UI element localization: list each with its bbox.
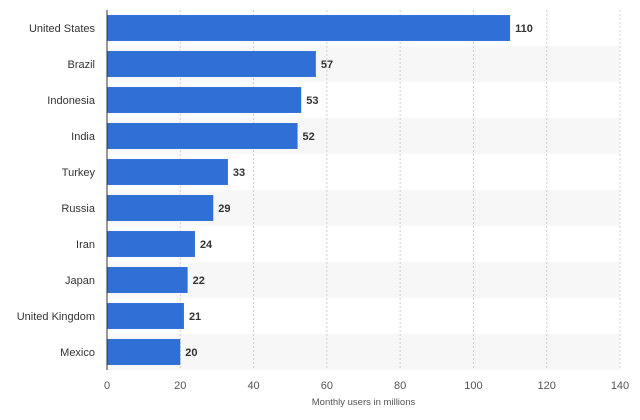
row-band — [107, 262, 620, 298]
x-tick-label: 0 — [104, 380, 110, 392]
category-label: Iran — [76, 239, 95, 251]
bar — [107, 267, 188, 293]
x-tick-label: 40 — [247, 380, 259, 392]
bar — [107, 339, 181, 365]
value-labels: 110 57 53 52 33 29 24 22 21 20 — [185, 23, 533, 359]
data-label: 24 — [200, 239, 213, 251]
category-labels: United States Brazil Indonesia India Turkey R… — [17, 23, 96, 359]
bar — [107, 159, 228, 185]
bar — [107, 123, 298, 149]
category-label: Brazil — [67, 59, 95, 71]
data-label: 21 — [189, 311, 201, 323]
x-axis-title: Monthly users in millions — [312, 397, 416, 408]
data-label: 20 — [185, 347, 197, 359]
data-label: 53 — [306, 95, 318, 107]
data-label: 29 — [218, 203, 230, 215]
data-label: 22 — [193, 275, 205, 287]
x-tick-label: 80 — [394, 380, 406, 392]
bar — [107, 195, 214, 221]
x-tick-labels: 0 20 40 60 80 100 120 140 — [104, 380, 629, 392]
x-tick-label: 60 — [321, 380, 333, 392]
category-label: United Kingdom — [17, 311, 95, 323]
category-label: United States — [29, 23, 96, 35]
data-label: 110 — [515, 23, 533, 35]
bar — [107, 303, 184, 329]
category-label: Indonesia — [47, 95, 96, 107]
bar — [107, 51, 316, 77]
x-tick-label: 100 — [464, 380, 482, 392]
bar — [107, 231, 195, 257]
data-label: 57 — [321, 59, 333, 71]
x-tick-label: 120 — [538, 380, 556, 392]
data-label: 33 — [233, 167, 245, 179]
x-tick-label: 20 — [174, 380, 186, 392]
bar — [107, 15, 511, 41]
category-label: Turkey — [62, 167, 96, 179]
category-label: Russia — [61, 203, 96, 215]
x-tick-label: 140 — [611, 380, 629, 392]
bar — [107, 87, 302, 113]
row-band — [107, 334, 620, 370]
category-label: Japan — [65, 275, 95, 287]
category-label: India — [71, 131, 96, 143]
bars — [107, 15, 511, 365]
data-label: 52 — [303, 131, 315, 143]
row-bands — [107, 46, 620, 370]
category-label: Mexico — [60, 347, 95, 359]
